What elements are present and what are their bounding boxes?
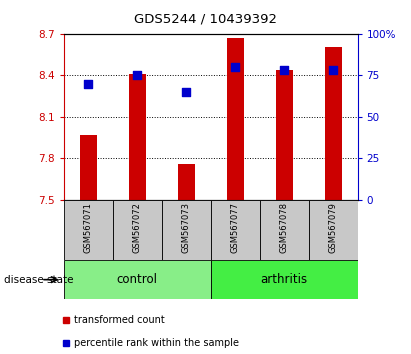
Text: control: control [117, 273, 158, 286]
Text: arthritis: arthritis [261, 273, 308, 286]
Text: GDS5244 / 10439392: GDS5244 / 10439392 [134, 12, 277, 25]
Bar [325, 47, 342, 200]
Bar [211, 200, 260, 260]
Point [134, 73, 141, 78]
Text: transformed count: transformed count [74, 315, 165, 325]
Bar [64, 200, 113, 260]
Text: GSM567077: GSM567077 [231, 201, 240, 253]
Text: GSM567072: GSM567072 [133, 202, 142, 252]
Bar [211, 260, 358, 299]
Text: GSM567071: GSM567071 [84, 202, 93, 252]
Text: percentile rank within the sample: percentile rank within the sample [74, 338, 239, 348]
Bar [64, 260, 210, 299]
Point [183, 89, 189, 95]
Bar [129, 74, 146, 200]
Bar [226, 38, 244, 200]
Text: disease state: disease state [4, 275, 74, 285]
Point [232, 64, 238, 70]
Bar [178, 164, 195, 200]
Text: GSM567073: GSM567073 [182, 201, 191, 253]
Bar [275, 70, 293, 200]
Bar [260, 200, 309, 260]
Text: GSM567078: GSM567078 [279, 201, 289, 253]
Bar [113, 200, 162, 260]
Bar [162, 200, 211, 260]
Text: GSM567079: GSM567079 [328, 202, 337, 252]
Point [281, 67, 287, 73]
Point [85, 81, 92, 86]
Bar [309, 200, 358, 260]
Bar [80, 135, 97, 200]
Point [330, 67, 336, 73]
